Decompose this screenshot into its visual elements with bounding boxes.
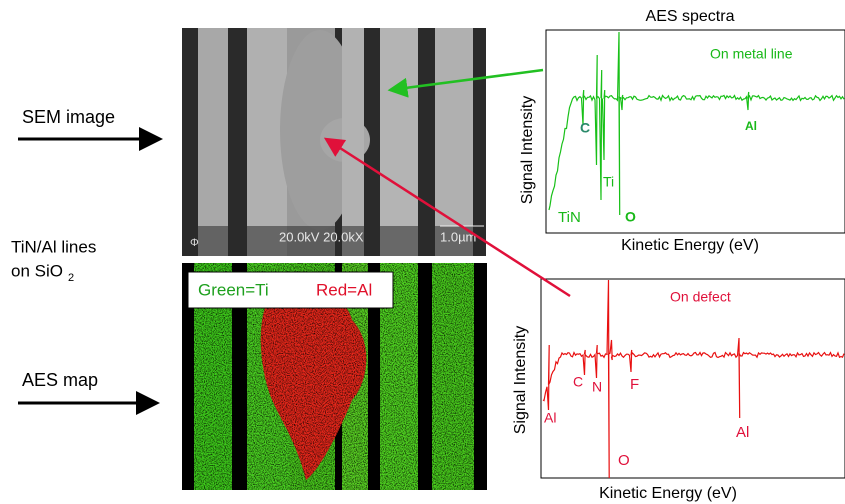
sem-label: SEM image (22, 107, 115, 127)
sem-corner: Φ (190, 237, 199, 249)
spectrum-label: On metal line (710, 46, 793, 62)
spectrum-frame (540, 278, 845, 479)
lines-label: on SiO (11, 261, 63, 280)
peak-label: Al (736, 424, 749, 441)
peak-label: Al (544, 410, 556, 426)
pointer-arrow (387, 68, 544, 98)
sem-image: Φ 20.0kV 20.0kX 1.0µm (182, 28, 486, 256)
sem-info: 20.0kV 20.0kX (279, 229, 364, 244)
subscript: 2 (68, 272, 74, 284)
spectrum-label: On defect (670, 289, 731, 305)
spectrum-line (542, 279, 845, 479)
y-axis-label: Signal Intensity (512, 326, 529, 435)
aes-map: Green=Ti Red=Al (182, 263, 487, 490)
spectra-title: AES spectra (646, 8, 735, 25)
spectrum-frame (545, 29, 845, 234)
peak-label: TiN (558, 209, 581, 226)
peak-label: C (580, 120, 590, 136)
y-axis-label: Signal Intensity (519, 96, 536, 205)
peak-label: Ti (603, 174, 614, 190)
peak-label: O (618, 452, 630, 469)
lines-label: TiN/Al lines (11, 237, 96, 256)
peak-label: O (625, 209, 636, 225)
spectrum-line (548, 31, 845, 216)
peak-label: Al (745, 119, 757, 133)
x-axis-label: Kinetic Energy (eV) (621, 237, 759, 254)
peak-label: F (630, 376, 639, 393)
peak-label: C (573, 374, 583, 390)
pointer-arrow (323, 137, 571, 298)
map-label: AES map (22, 370, 98, 390)
x-axis-label: Kinetic Energy (eV) (599, 485, 737, 502)
sem-scale: 1.0µm (440, 229, 476, 244)
legend-green: Green=Ti (198, 280, 269, 299)
peak-label: N (592, 379, 602, 395)
legend-red: Red=Al (316, 280, 372, 299)
